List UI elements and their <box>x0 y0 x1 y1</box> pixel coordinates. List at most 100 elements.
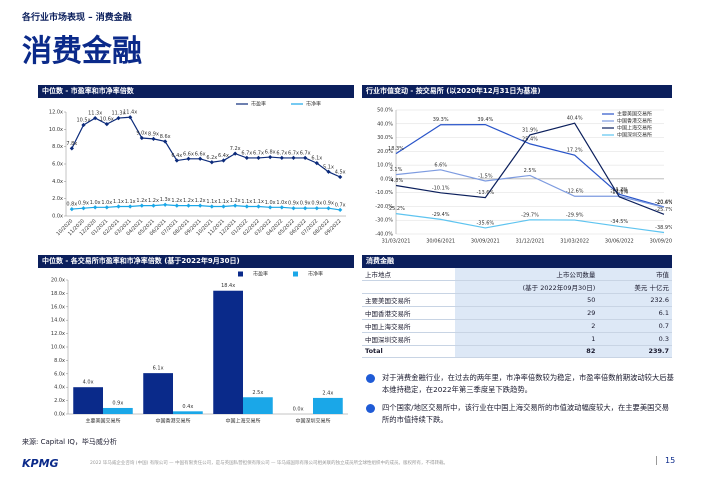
data-label: 4.0x <box>83 380 94 386</box>
data-label: 11.3x <box>111 111 125 117</box>
y-tick-label: 2.0x <box>54 398 65 404</box>
y-tick-label: 40.0% <box>377 121 393 127</box>
marker <box>256 155 261 161</box>
cell: 1 <box>455 332 599 346</box>
data-label: 2.4x <box>322 390 333 396</box>
bar <box>143 373 173 414</box>
data-label: -12.6% <box>610 189 628 195</box>
x-tick-label: 中国深圳交易所 <box>295 418 330 425</box>
marker <box>128 204 133 209</box>
y-tick-label: 0.0x <box>54 412 65 418</box>
data-label: 6.1x <box>311 156 322 162</box>
data-label: 1.0x <box>265 200 276 206</box>
y-tick-label: 6.0x <box>52 162 63 168</box>
marker <box>244 204 249 209</box>
data-label: 11.4x <box>123 110 137 116</box>
data-label: 18.4x <box>221 283 235 289</box>
line <box>395 124 665 208</box>
data-label: -12.6% <box>566 189 584 195</box>
data-label: 11.3x <box>88 111 102 117</box>
data-label: -10.1% <box>432 185 450 191</box>
y-tick-label: 6.0x <box>54 371 65 377</box>
data-label: 2.5x <box>252 390 263 396</box>
data-label: -11.2% <box>610 187 628 193</box>
cell: 中国上海交易所 <box>362 319 456 333</box>
x-tick-label: 主要美国交易所 <box>85 418 120 425</box>
logo: KPMG <box>22 457 59 470</box>
data-label: 1.2x <box>230 198 241 204</box>
bar <box>243 397 273 414</box>
panel: 中位数 - 市盈率和市净率倍数 0.0x 2.0x 4.0x 6.0x 8.0x 10.0… <box>38 85 354 250</box>
data-label: 4.5x <box>335 170 346 176</box>
table: 上市地点 上市公司数量 市值 (基于 2022年09月30日) 美元 十亿元 主要美国… <box>362 268 672 358</box>
data-label: -20.4% <box>655 199 672 205</box>
th: 上市公司数量 <box>455 268 599 281</box>
total: Total <box>362 345 456 358</box>
y-tick-label: -10.0% <box>375 190 393 196</box>
marker <box>233 151 238 156</box>
x-tick-label: 中国香港交易所 <box>155 418 190 425</box>
page-title: 消费金融 <box>22 34 142 69</box>
marker <box>268 205 273 210</box>
y-tick-label: -40.0% <box>375 232 393 238</box>
data-label: 2.5% <box>524 168 537 174</box>
data-label: 0.9x <box>78 201 89 207</box>
bullets: 对于消费金融行业，在过去的两年里，市净率倍数较为稳定，市盈率倍数前期波动较大后基… <box>364 372 674 432</box>
cell: 232.6 <box>598 293 672 307</box>
legend-label: 市净率 <box>308 271 323 278</box>
marker <box>69 146 74 151</box>
data-label: 1.1x <box>241 199 252 205</box>
x-tick-label: 31/03/2021 <box>382 239 411 245</box>
data-label: 1.1x <box>253 199 264 205</box>
legend-swatch <box>238 271 243 277</box>
data-label: 7.2x <box>230 146 241 152</box>
y-tick-label: 8.0x <box>52 144 63 150</box>
bar <box>173 411 203 414</box>
bar <box>73 387 103 414</box>
marker <box>338 174 343 180</box>
data-label: 10.5x <box>76 118 90 124</box>
th: 上市地点 <box>362 268 456 281</box>
data-label: 0.9x <box>311 201 322 207</box>
data-label: 1.1x <box>125 199 136 205</box>
data-label: 1.1x <box>206 199 217 205</box>
total: 239.7 <box>598 345 672 358</box>
y-tick-label: 10.0% <box>377 163 393 169</box>
y-tick-label: -30.0% <box>375 218 393 224</box>
data-label: 39.4% <box>477 117 493 123</box>
marker <box>139 135 144 141</box>
data-label: 6.1x <box>153 366 164 372</box>
y-tick-label: 30.0% <box>377 135 393 141</box>
marker <box>198 156 203 161</box>
data-label: 7.8x <box>66 141 77 147</box>
marker <box>139 203 144 208</box>
legend-label: 中国深圳交易所 <box>617 132 652 139</box>
data-label: -25.2% <box>387 206 405 212</box>
marker <box>81 206 86 211</box>
y-tick-label: 2.0x <box>52 196 63 202</box>
marker <box>279 205 284 210</box>
panel-title: 中位数 - 市盈率和市净率倍数 <box>38 85 354 98</box>
data-label: 6.6x <box>195 151 206 157</box>
x-tick-label: 31/03/2022 <box>560 239 589 245</box>
marker <box>174 158 179 163</box>
data-label: 1.1x <box>113 199 124 205</box>
line <box>71 116 341 178</box>
legend-label: 市盈率 <box>251 101 266 108</box>
data-label: -29.9% <box>566 213 584 219</box>
data-label: 31.9% <box>522 127 538 133</box>
th: 美元 十亿元 <box>598 280 672 294</box>
marker <box>69 206 74 212</box>
y-tick-label: -20.0% <box>375 204 393 210</box>
data-label: 0.9x <box>300 201 311 207</box>
data-label: 0.4x <box>182 404 193 410</box>
data-label: 3.1% <box>390 167 403 173</box>
data-label: 18.3% <box>388 146 404 152</box>
chart: -40.0% -30.0% -20.0% -10.0% 0.0% 10.0% 20.0% 30… <box>375 108 678 245</box>
legend-label: 主要美国交易所 <box>617 111 652 118</box>
data-label: -29.4% <box>432 212 450 218</box>
data-label: 10.6x <box>100 117 114 123</box>
legend-label: 中国上海交易所 <box>617 125 652 132</box>
marker <box>326 169 331 174</box>
x-tick-label: 30/09/2021 <box>471 239 500 245</box>
